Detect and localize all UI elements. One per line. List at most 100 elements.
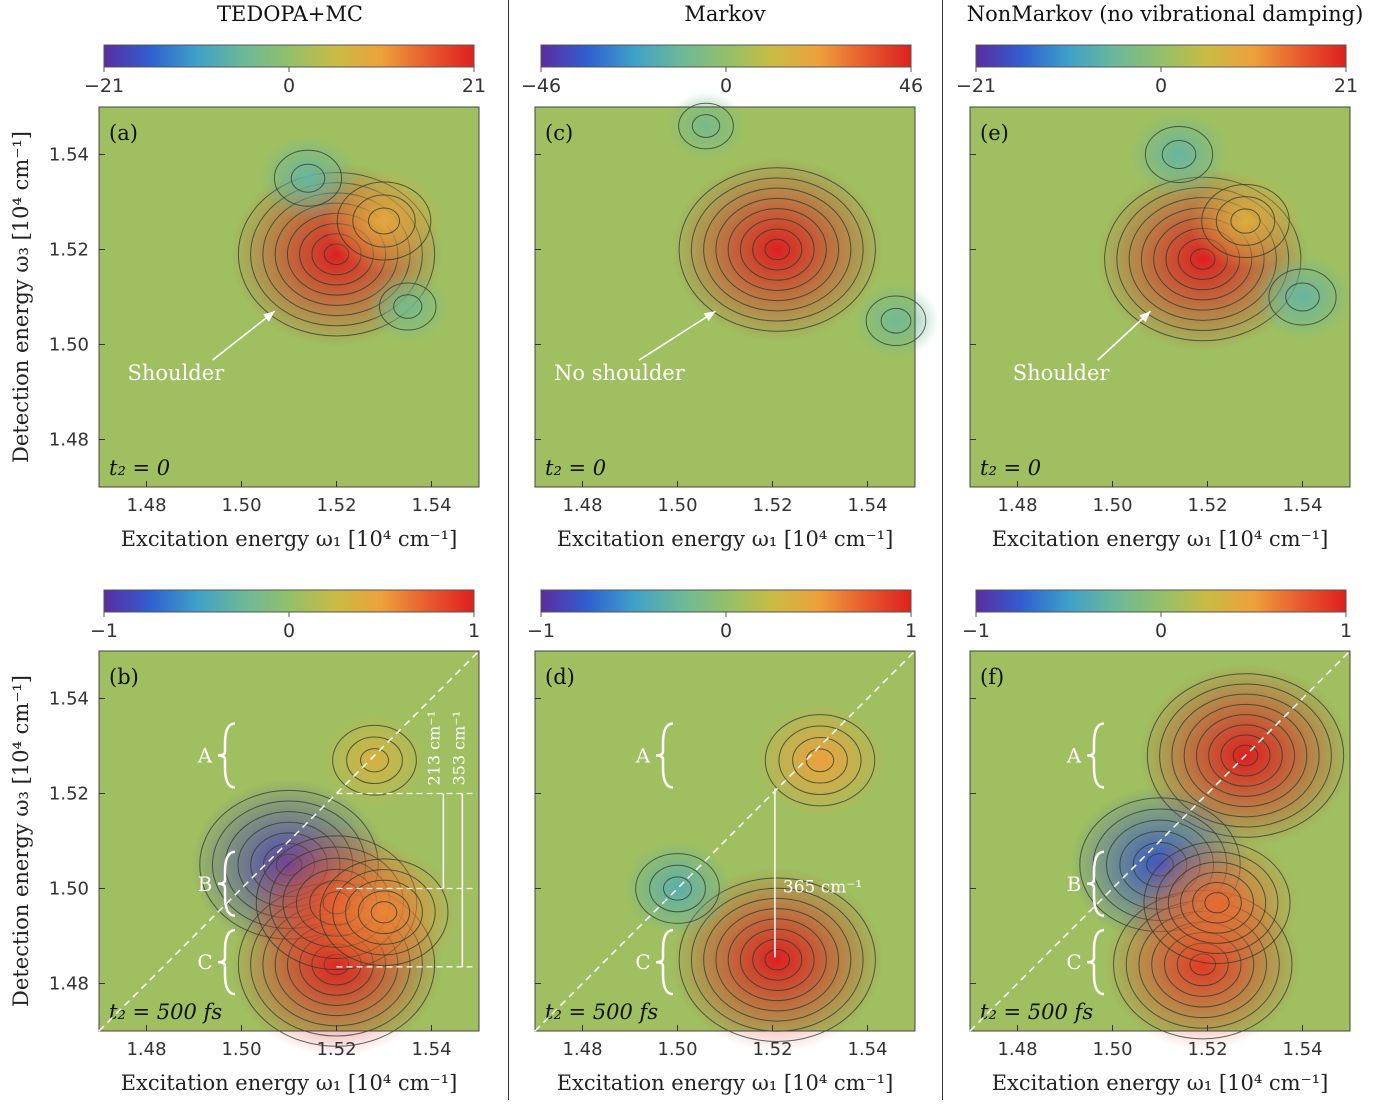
heatmap-layer bbox=[1070, 663, 1352, 1050]
contour-line bbox=[352, 194, 416, 248]
colorbar bbox=[540, 589, 912, 613]
diagonal-line bbox=[534, 650, 916, 1032]
x-tick-label: 1.50 bbox=[1092, 1039, 1132, 1060]
x-tick-label: 1.54 bbox=[847, 495, 887, 516]
peak-group-brace bbox=[217, 928, 236, 996]
peak-blob bbox=[853, 283, 939, 358]
contour-line bbox=[792, 736, 848, 784]
x-tick-label: 1.54 bbox=[847, 1039, 887, 1060]
plot-frame bbox=[98, 106, 480, 488]
contour-line bbox=[739, 928, 815, 991]
contour-line bbox=[865, 295, 927, 347]
contour-line bbox=[1143, 841, 1291, 965]
x-tick-label: 1.48 bbox=[997, 495, 1037, 516]
peak-group-label: C bbox=[1066, 950, 1081, 974]
peak-group-brace bbox=[1086, 722, 1105, 789]
time-label: t₂ = 0 bbox=[980, 456, 1041, 480]
x-tick-label: 1.50 bbox=[657, 495, 697, 516]
contour-line bbox=[715, 908, 840, 1012]
contour-line bbox=[727, 208, 827, 291]
column-title-tedopa: TEDOPA+MC bbox=[217, 2, 363, 26]
contour-line bbox=[715, 197, 840, 302]
peak-blob bbox=[1135, 831, 1299, 974]
contour-line bbox=[703, 187, 852, 312]
colorbar bbox=[103, 44, 475, 68]
y-tick-label: 1.50 bbox=[49, 335, 89, 356]
panel-label: (b) bbox=[109, 665, 139, 689]
peak-blob bbox=[310, 848, 458, 977]
gap-label-353: 353 cm⁻¹ bbox=[449, 711, 468, 786]
peak-group-label: B bbox=[1067, 872, 1082, 896]
x-tick-label: 1.52 bbox=[316, 495, 356, 516]
peak-blob bbox=[1254, 255, 1351, 339]
y-axis-label: Detection energy ω₃ [10⁴ cm⁻¹] bbox=[9, 675, 33, 1007]
contour-line bbox=[1159, 683, 1332, 828]
contour-line bbox=[1232, 744, 1259, 767]
plot-frame bbox=[98, 650, 480, 1032]
x-tick-label: 1.54 bbox=[1282, 495, 1322, 516]
contour-line bbox=[703, 897, 852, 1022]
x-axis-label: Excitation energy ω₁ [10⁴ cm⁻¹] bbox=[992, 1071, 1329, 1095]
colorbar-tick-label: 21 bbox=[1334, 75, 1358, 97]
colorbar bbox=[975, 44, 1347, 68]
x-tick-label: 1.52 bbox=[1187, 495, 1227, 516]
x-tick-label: 1.50 bbox=[657, 1039, 697, 1060]
contour-line bbox=[273, 149, 343, 207]
peak-blob bbox=[754, 703, 886, 818]
contour-line bbox=[1215, 196, 1276, 246]
x-axis-label: Excitation energy ω₁ [10⁴ cm⁻¹] bbox=[557, 1071, 894, 1095]
y-tick-label: 1.48 bbox=[49, 974, 89, 995]
y-tick-label: 1.48 bbox=[49, 430, 89, 451]
annotation-label: No shoulder bbox=[554, 361, 686, 385]
peak-group-brace bbox=[655, 722, 674, 789]
x-tick-label: 1.48 bbox=[562, 1039, 602, 1060]
x-axis-label: Excitation energy ω₁ [10⁴ cm⁻¹] bbox=[557, 527, 894, 551]
annotation-arrow bbox=[212, 310, 276, 361]
gap-label-365: 365 cm⁻¹ bbox=[783, 878, 862, 898]
panel-label: (a) bbox=[109, 121, 138, 145]
x-axis-label: Excitation energy ω₁ [10⁴ cm⁻¹] bbox=[992, 527, 1329, 551]
annotation-label: Shoulder bbox=[128, 361, 226, 385]
peak-group-brace bbox=[1086, 928, 1105, 996]
plot-frame bbox=[534, 106, 916, 488]
colorbar-tick-label: −21 bbox=[84, 75, 124, 97]
gap-label-213: 213 cm⁻¹ bbox=[424, 711, 443, 786]
time-label: t₂ = 500 fs bbox=[109, 1000, 222, 1024]
arrow-head bbox=[703, 311, 716, 322]
contour-line bbox=[1155, 851, 1279, 954]
contour-line bbox=[764, 949, 791, 971]
contour-line bbox=[739, 218, 815, 281]
annotation-arrow bbox=[1097, 310, 1152, 361]
colorbar-tick-label: −1 bbox=[527, 620, 555, 642]
contour-line bbox=[691, 114, 721, 138]
peak-blob bbox=[367, 271, 449, 342]
contour-line bbox=[1183, 703, 1308, 808]
peak-group-label: A bbox=[1066, 744, 1082, 768]
x-axis-label: Excitation energy ω₁ [10⁴ cm⁻¹] bbox=[121, 1071, 458, 1095]
peak-blob bbox=[671, 867, 884, 1052]
column-title-nonmarkov: NonMarkov (no vibrational damping) bbox=[966, 2, 1364, 26]
x-tick-label: 1.52 bbox=[316, 1039, 356, 1060]
colorbar-tick-label: 1 bbox=[1340, 620, 1352, 642]
y-axis-label: Detection energy ω₃ [10⁴ cm⁻¹] bbox=[9, 131, 33, 463]
colorbar-tick-label: 0 bbox=[283, 75, 295, 97]
contour-line bbox=[805, 748, 835, 773]
plot-frame bbox=[969, 106, 1351, 488]
x-tick-label: 1.52 bbox=[1187, 1039, 1227, 1060]
x-tick-label: 1.54 bbox=[411, 495, 451, 516]
panel-label: (e) bbox=[980, 121, 1009, 145]
contour-line bbox=[345, 879, 423, 945]
contour-line bbox=[1179, 871, 1255, 934]
y-tick-label: 1.54 bbox=[49, 689, 89, 710]
contour-line bbox=[360, 748, 389, 773]
plot-frame bbox=[534, 650, 916, 1032]
diagonal-line bbox=[98, 650, 480, 1032]
colorbar-tick-label: −1 bbox=[90, 620, 118, 642]
contour-line bbox=[332, 869, 436, 956]
panel-label: (f) bbox=[980, 665, 1004, 689]
contour-line bbox=[393, 294, 423, 319]
contour-line bbox=[378, 282, 437, 331]
contour-line bbox=[764, 714, 876, 807]
y-tick-label: 1.52 bbox=[49, 240, 89, 261]
